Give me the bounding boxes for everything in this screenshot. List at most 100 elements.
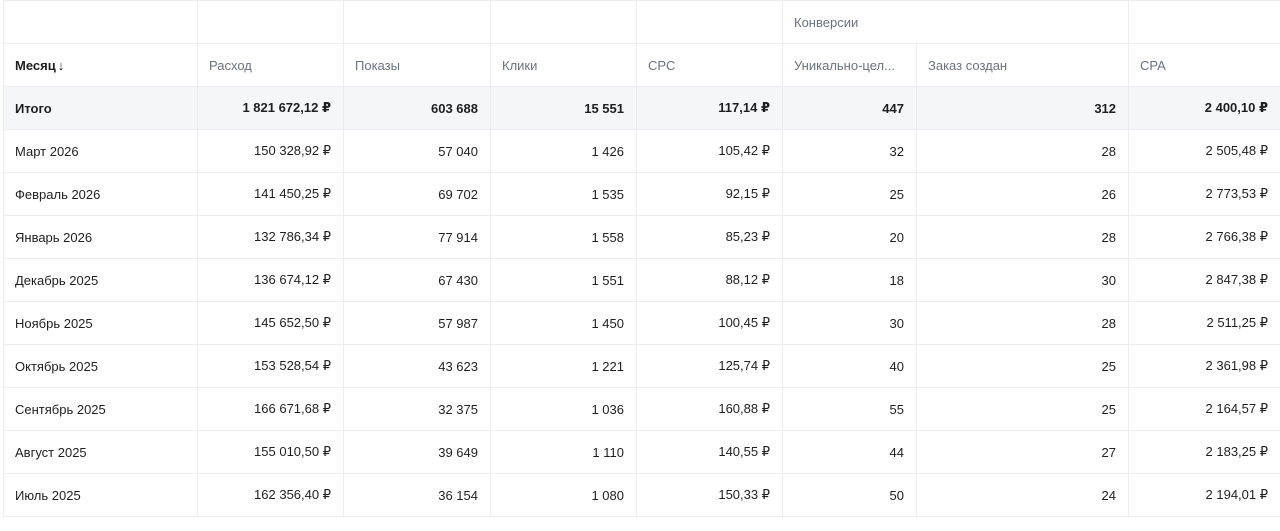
- table-row: Декабрь 2025 136 674,12 ₽ 67 430 1 551 8…: [3, 258, 1280, 302]
- cell-spend: 153 528,54 ₽: [197, 344, 344, 388]
- group-header-empty: [343, 0, 491, 44]
- cell-month: Март 2026: [3, 129, 198, 173]
- table-row: Март 2026 150 328,92 ₽ 57 040 1 426 105,…: [3, 129, 1280, 173]
- cell-month: Январь 2026: [3, 215, 198, 259]
- cell-orders: 26: [915, 172, 1130, 216]
- table-row: Сентябрь 2025 166 671,68 ₽ 32 375 1 036 …: [3, 387, 1280, 431]
- cell-cpa: 2 766,38 ₽: [1128, 215, 1280, 259]
- cell-orders: 24: [915, 473, 1130, 517]
- cell-impressions: 57 040: [343, 129, 491, 173]
- cell-spend: 162 356,40 ₽: [197, 473, 344, 517]
- cell-month: Октябрь 2025: [3, 344, 198, 388]
- cell-cpc: 160,88 ₽: [636, 387, 783, 431]
- table-row: Январь 2026 132 786,34 ₽ 77 914 1 558 85…: [3, 215, 1280, 259]
- cell-unique-targeted: 20: [782, 215, 917, 259]
- total-impressions: 603 688: [343, 86, 491, 130]
- cell-unique-targeted: 18: [782, 258, 917, 302]
- cell-spend: 136 674,12 ₽: [197, 258, 344, 302]
- column-header-month-label: Месяц: [15, 57, 56, 73]
- column-header-month[interactable]: Месяц ↓: [3, 43, 198, 87]
- total-cpa: 2 400,10 ₽: [1128, 86, 1280, 130]
- column-header-spend[interactable]: Расход: [197, 43, 344, 87]
- cell-cpc: 88,12 ₽: [636, 258, 783, 302]
- column-header-cpc[interactable]: CPC: [636, 43, 783, 87]
- cell-cpa: 2 194,01 ₽: [1128, 473, 1280, 517]
- column-header-unique-targeted[interactable]: Уникально-цел...: [782, 43, 917, 87]
- total-orders: 312: [915, 86, 1130, 130]
- cell-orders: 27: [915, 430, 1130, 474]
- cell-impressions: 43 623: [343, 344, 491, 388]
- cell-cpc: 85,23 ₽: [636, 215, 783, 259]
- cell-cpc: 125,74 ₽: [636, 344, 783, 388]
- group-header-row: Конверсии: [3, 0, 1280, 44]
- cell-clicks: 1 080: [490, 473, 637, 517]
- cell-orders: 28: [915, 301, 1130, 345]
- cell-unique-targeted: 40: [782, 344, 917, 388]
- column-header-orders[interactable]: Заказ создан: [915, 43, 1130, 87]
- group-header-empty: [3, 0, 198, 44]
- cell-spend: 145 652,50 ₽: [197, 301, 344, 345]
- cell-unique-targeted: 25: [782, 172, 917, 216]
- cell-impressions: 77 914: [343, 215, 491, 259]
- total-label: Итого: [3, 86, 198, 130]
- cell-clicks: 1 551: [490, 258, 637, 302]
- group-header-empty: [490, 0, 637, 44]
- cell-cpc: 105,42 ₽: [636, 129, 783, 173]
- total-row: Итого 1 821 672,12 ₽ 603 688 15 551 117,…: [3, 86, 1280, 130]
- cell-month: Август 2025: [3, 430, 198, 474]
- cell-cpc: 100,45 ₽: [636, 301, 783, 345]
- cell-spend: 150 328,92 ₽: [197, 129, 344, 173]
- column-header-clicks[interactable]: Клики: [490, 43, 637, 87]
- total-unique-targeted: 447: [782, 86, 917, 130]
- table-row: Октябрь 2025 153 528,54 ₽ 43 623 1 221 1…: [3, 344, 1280, 388]
- column-header-row: Месяц ↓ Расход Показы Клики CPC Уникально…: [3, 43, 1280, 87]
- cell-month: Июль 2025: [3, 473, 198, 517]
- cell-spend: 166 671,68 ₽: [197, 387, 344, 431]
- cell-cpa: 2 505,48 ₽: [1128, 129, 1280, 173]
- cell-month: Сентябрь 2025: [3, 387, 198, 431]
- cell-spend: 155 010,50 ₽: [197, 430, 344, 474]
- cell-spend: 141 450,25 ₽: [197, 172, 344, 216]
- cell-spend: 132 786,34 ₽: [197, 215, 344, 259]
- group-header-empty: [1128, 0, 1280, 44]
- cell-orders: 25: [915, 344, 1130, 388]
- cell-month: Ноябрь 2025: [3, 301, 198, 345]
- cell-unique-targeted: 32: [782, 129, 917, 173]
- cell-unique-targeted: 50: [782, 473, 917, 517]
- arrow-down-icon[interactable]: ↓: [57, 57, 65, 73]
- cell-month: Декабрь 2025: [3, 258, 198, 302]
- cell-clicks: 1 450: [490, 301, 637, 345]
- group-header-empty: [636, 0, 783, 44]
- table-row: Ноябрь 2025 145 652,50 ₽ 57 987 1 450 10…: [3, 301, 1280, 345]
- cell-cpa: 2 847,38 ₽: [1128, 258, 1280, 302]
- cell-unique-targeted: 30: [782, 301, 917, 345]
- column-header-impressions[interactable]: Показы: [343, 43, 491, 87]
- cell-cpa: 2 361,98 ₽: [1128, 344, 1280, 388]
- cell-clicks: 1 036: [490, 387, 637, 431]
- total-cpc: 117,14 ₽: [636, 86, 783, 130]
- cell-orders: 28: [915, 215, 1130, 259]
- cell-clicks: 1 110: [490, 430, 637, 474]
- table-row: Февраль 2026 141 450,25 ₽ 69 702 1 535 9…: [3, 172, 1280, 216]
- cell-orders: 25: [915, 387, 1130, 431]
- cell-unique-targeted: 44: [782, 430, 917, 474]
- cell-impressions: 69 702: [343, 172, 491, 216]
- cell-clicks: 1 426: [490, 129, 637, 173]
- cell-unique-targeted: 55: [782, 387, 917, 431]
- cell-impressions: 57 987: [343, 301, 491, 345]
- table-row: Август 2025 155 010,50 ₽ 39 649 1 110 14…: [3, 430, 1280, 474]
- cell-impressions: 39 649: [343, 430, 491, 474]
- stats-table: Конверсии Месяц ↓ Расход Показы Клики CPC…: [3, 0, 1280, 517]
- cell-clicks: 1 558: [490, 215, 637, 259]
- total-spend: 1 821 672,12 ₽: [197, 86, 344, 130]
- table-row: Июль 2025 162 356,40 ₽ 36 154 1 080 150,…: [3, 473, 1280, 517]
- cell-cpc: 150,33 ₽: [636, 473, 783, 517]
- column-header-cpa[interactable]: CPA: [1128, 43, 1280, 87]
- cell-cpa: 2 511,25 ₽: [1128, 301, 1280, 345]
- cell-impressions: 36 154: [343, 473, 491, 517]
- total-clicks: 15 551: [490, 86, 637, 130]
- cell-clicks: 1 535: [490, 172, 637, 216]
- cell-cpa: 2 183,25 ₽: [1128, 430, 1280, 474]
- cell-clicks: 1 221: [490, 344, 637, 388]
- cell-impressions: 32 375: [343, 387, 491, 431]
